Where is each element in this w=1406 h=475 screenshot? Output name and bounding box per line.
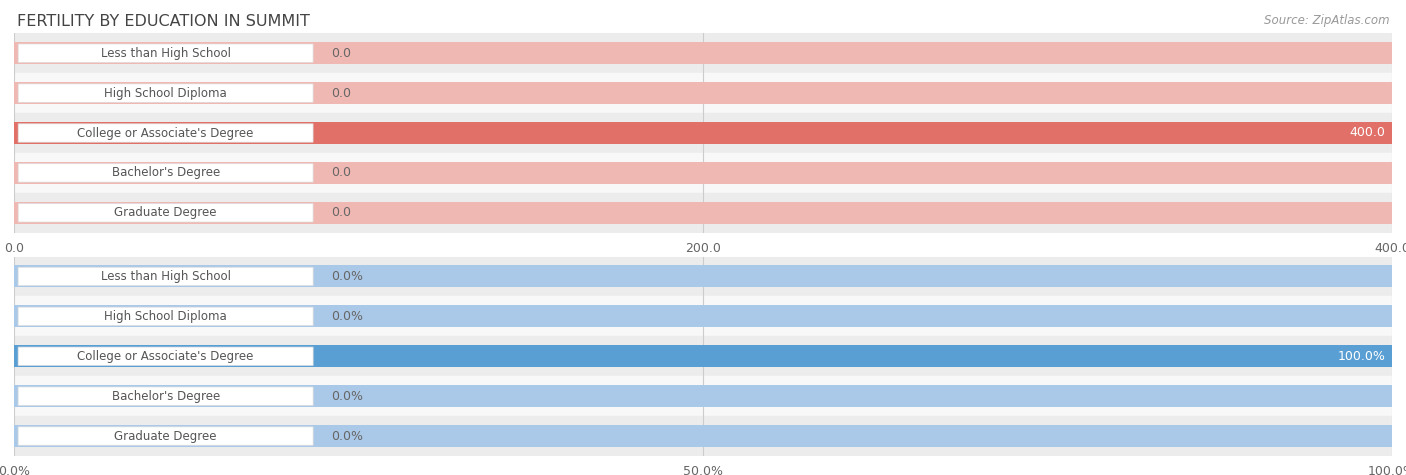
Bar [14,266,1392,287]
Text: 0.0%: 0.0% [330,310,363,323]
Bar [14,416,1392,456]
Text: Bachelor's Degree: Bachelor's Degree [111,390,219,403]
Text: Graduate Degree: Graduate Degree [114,206,217,219]
FancyBboxPatch shape [18,267,314,285]
Bar [14,33,1392,73]
Bar [14,256,1392,296]
Bar [14,425,1392,447]
Text: Graduate Degree: Graduate Degree [114,429,217,443]
Text: 0.0: 0.0 [330,47,352,60]
Bar [14,122,1392,144]
Bar [14,345,1392,367]
Text: College or Associate's Degree: College or Associate's Degree [77,350,254,363]
Bar [14,305,1392,327]
Bar [14,113,1392,153]
Text: High School Diploma: High School Diploma [104,86,226,100]
Text: High School Diploma: High School Diploma [104,310,226,323]
Text: 0.0: 0.0 [330,206,352,219]
Bar [14,122,1392,144]
FancyBboxPatch shape [18,387,314,405]
FancyBboxPatch shape [18,204,314,222]
Bar [14,336,1392,376]
Bar [14,73,1392,113]
Bar [14,202,1392,224]
Text: 0.0%: 0.0% [330,429,363,443]
FancyBboxPatch shape [18,124,314,142]
Text: Source: ZipAtlas.com: Source: ZipAtlas.com [1264,14,1389,27]
FancyBboxPatch shape [18,164,314,182]
FancyBboxPatch shape [18,427,314,445]
Bar [14,296,1392,336]
Bar [14,345,1392,367]
Text: 0.0: 0.0 [330,166,352,180]
Bar [14,82,1392,104]
Text: 0.0%: 0.0% [330,390,363,403]
Text: 400.0: 400.0 [1350,126,1385,140]
Bar [14,193,1392,233]
Text: Less than High School: Less than High School [101,270,231,283]
FancyBboxPatch shape [18,44,314,62]
Text: 0.0%: 0.0% [330,270,363,283]
Text: 100.0%: 100.0% [1337,350,1385,363]
Bar [14,376,1392,416]
Bar [14,42,1392,64]
Text: College or Associate's Degree: College or Associate's Degree [77,126,254,140]
FancyBboxPatch shape [18,307,314,325]
Text: Bachelor's Degree: Bachelor's Degree [111,166,219,180]
Bar [14,385,1392,407]
Text: Less than High School: Less than High School [101,47,231,60]
Text: 0.0: 0.0 [330,86,352,100]
Text: FERTILITY BY EDUCATION IN SUMMIT: FERTILITY BY EDUCATION IN SUMMIT [17,14,309,29]
Bar [14,162,1392,184]
Bar [14,153,1392,193]
FancyBboxPatch shape [18,347,314,365]
FancyBboxPatch shape [18,84,314,102]
